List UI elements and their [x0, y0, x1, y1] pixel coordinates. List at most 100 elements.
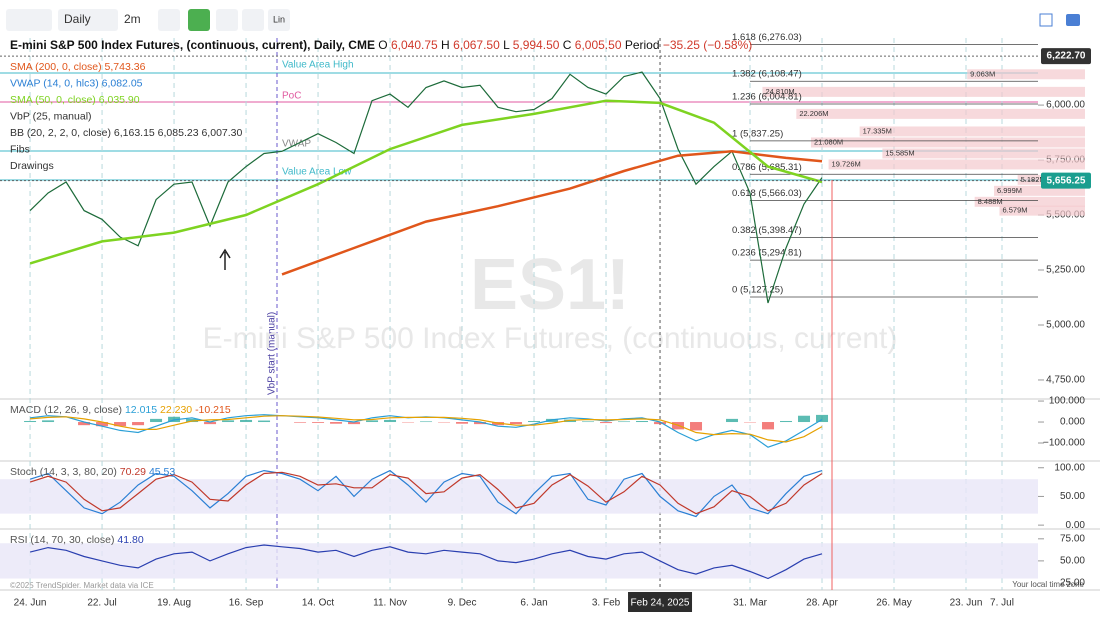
legend-item: VbP (25, manual) [10, 110, 92, 122]
y-tick-label: 0.000 [1060, 417, 1085, 428]
y-tick-label: 75.00 [1060, 533, 1085, 544]
legend-item: SMA (50, 0, close) 6,035.90 [10, 94, 140, 106]
legend-value: 6,163.15 6,085.23 6,007.30 [114, 127, 243, 139]
pane-title: MACD (12, 26, 9, close) [10, 404, 122, 416]
title: E-mini S&P 500 Index Futures, (continuou… [10, 38, 375, 52]
legend-item: Drawings [10, 160, 54, 172]
price-tag-label: 6,222.70 [1047, 51, 1086, 62]
macd-histogram-bar [366, 420, 378, 422]
volume-label: 6.999M [997, 186, 1022, 195]
legend-text: SMA (50, 0, close) [10, 94, 96, 106]
x-tick-label: 14. Oct [302, 598, 334, 609]
macd-histogram-bar [636, 421, 648, 422]
time-button[interactable] [216, 9, 238, 31]
macd-histogram-bar [780, 421, 792, 422]
range[interactable]: 2m [124, 12, 141, 26]
macd-histogram-bar [24, 421, 36, 422]
x-tick-label: 24. Jun [14, 598, 47, 609]
settings-button[interactable] [158, 9, 180, 31]
macd-histogram-bar [42, 420, 54, 422]
pane-title: RSI (14, 70, 30, close) [10, 534, 114, 546]
x-tick-label: 23. Jun [950, 598, 983, 609]
y-tick-label: 4,750.00 [1046, 375, 1085, 386]
crosshair-button[interactable] [242, 9, 264, 31]
y-tick-label: 0.00 [1066, 520, 1086, 531]
x-tick-label: 11. Nov [373, 598, 407, 609]
macd-histogram-bar [816, 415, 828, 422]
volume-bar [796, 109, 1085, 119]
price-tag-label: 5,656.25 [1047, 175, 1086, 186]
macd-histogram-bar [726, 419, 738, 422]
fib-label: 0 (5,127.25) [732, 285, 783, 296]
indicator-button[interactable] [188, 9, 210, 31]
x-tick-label: 3. Feb [592, 598, 621, 609]
readout-value: 22.230 [160, 404, 192, 416]
x-tick-label: 16. Sep [229, 598, 264, 609]
y-tick-label: 50.00 [1060, 556, 1085, 567]
scale: Lin [273, 14, 285, 24]
chart-type-button[interactable] [6, 9, 52, 31]
macd-histogram-bar [510, 422, 522, 424]
band [0, 479, 1038, 513]
volume-label: 15.585M [885, 148, 914, 157]
volume-label: 19.726M [832, 159, 861, 168]
macd-histogram-bar [528, 421, 540, 422]
readout-value: 45.53 [149, 466, 175, 478]
legend-item: SMA (200, 0, close) 5,743.36 [10, 61, 146, 73]
fib-label: 1 (5,837.25) [732, 128, 783, 139]
fib-label: 0.618 (5,566.03) [732, 188, 802, 199]
poc-label: PoC [282, 91, 301, 102]
macd-histogram-bar [150, 419, 162, 422]
legend-text: Drawings [10, 160, 54, 172]
macd-histogram-bar [600, 422, 612, 423]
ohlc-value: 6,040.75 [391, 38, 438, 52]
x-tick-label: 19. Aug [157, 598, 191, 609]
macd-histogram-bar [456, 422, 468, 424]
y-tick-label: 100.000 [1049, 396, 1086, 407]
x-tick-label: 7. Jul [990, 598, 1014, 609]
copyright: ©2025 TrendSpider. Market data via ICE [10, 581, 154, 590]
volume-bar [811, 137, 1085, 147]
volume-label: 22.206M [799, 109, 828, 118]
ohlc-key: L [503, 38, 510, 52]
legend-value: 6,035.90 [99, 94, 140, 106]
legend-text: SMA (200, 0, close) [10, 61, 102, 73]
volume-bar [762, 87, 1085, 97]
macd-histogram-bar [222, 420, 234, 422]
legend-item: VWAP (14, 0, hlc3) 6,082.05 [10, 77, 143, 89]
ohlc-key: Period [625, 38, 660, 52]
macd-histogram-bar [294, 422, 306, 423]
ohlc-key: O [378, 38, 387, 52]
y-tick-label: 100.00 [1054, 462, 1085, 473]
watermark-subtitle: E-mini S&P 500 Index Futures, (continuou… [203, 322, 898, 355]
x-tick-label: 28. Apr [806, 598, 838, 609]
interval: Daily [64, 12, 91, 26]
fib-label: 1.236 (6,004.81) [732, 92, 802, 103]
volume-label: 17.335M [863, 126, 892, 135]
ohlc-value: −35.25 (−0.58%) [663, 38, 752, 52]
readout-value: 41.80 [117, 534, 143, 546]
x-tick-label: 26. May [876, 598, 912, 609]
y-tick-label: −100.000 [1043, 438, 1085, 449]
legend-text: Fibs [10, 143, 30, 155]
y-tick-label: 5,000.00 [1046, 320, 1085, 331]
pane-title: Stoch (14, 3, 3, 80, 20) [10, 466, 117, 478]
macd-histogram-bar [132, 422, 144, 425]
y-tick-label: 5,250.00 [1046, 265, 1085, 276]
legend-value: 6,082.05 [102, 77, 143, 89]
x-tick-label: 6. Jan [520, 598, 547, 609]
x-tick-label: 9. Dec [448, 598, 477, 609]
ohlc-key: C [563, 38, 572, 52]
y-tick-label: 50.00 [1060, 491, 1085, 502]
macd-histogram-bar [582, 421, 594, 422]
ohlc-value: 6,005.50 [575, 38, 622, 52]
ohlc-value: 5,994.50 [513, 38, 560, 52]
pane-legend: RSI (14, 70, 30, close) 41.80 [10, 534, 144, 546]
pane-legend: Stoch (14, 3, 3, 80, 20) 70.29 45.53 [10, 466, 175, 478]
macd-histogram-bar [330, 422, 342, 424]
volume-label: 6.579M [1002, 206, 1027, 215]
volume-bar [860, 126, 1085, 136]
fib-label: 0.236 (5,294.81) [732, 248, 802, 259]
snapshot-button[interactable] [1066, 14, 1080, 26]
